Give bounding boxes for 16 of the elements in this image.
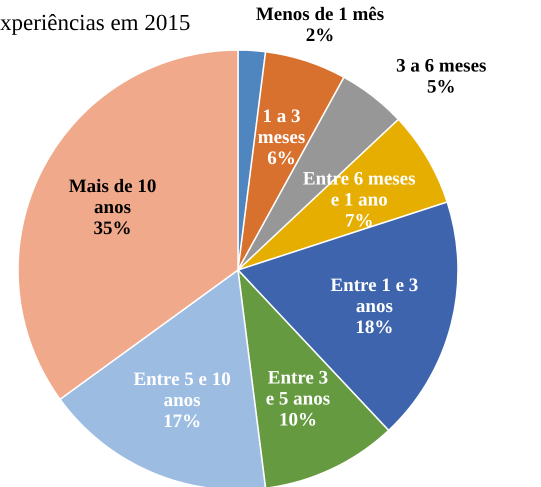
slice-label: Entre 1 e 3 anos [330, 275, 418, 318]
data-label: 35% [94, 218, 132, 240]
slice-label: Menos de 1 mês [256, 4, 384, 26]
data-label: 5% [427, 76, 456, 98]
slice-label: 1 a 3 meses [258, 106, 306, 148]
data-label: 7% [344, 210, 374, 232]
data-label: 2% [306, 25, 334, 46]
data-label: 6% [267, 148, 296, 170]
chart-title: xperiências em 2015 [0, 10, 190, 35]
data-label: 18% [355, 317, 394, 338]
slice-label: Entre 3 e 5 anos [266, 367, 330, 410]
data-label: 10% [278, 409, 317, 430]
slice-label: Mais de 10 anos [68, 176, 156, 218]
slice-label: 3 a 6 meses [396, 55, 486, 76]
data-label: 17% [163, 411, 202, 432]
slice-label: Entre 5 e 10 anos [133, 369, 231, 412]
